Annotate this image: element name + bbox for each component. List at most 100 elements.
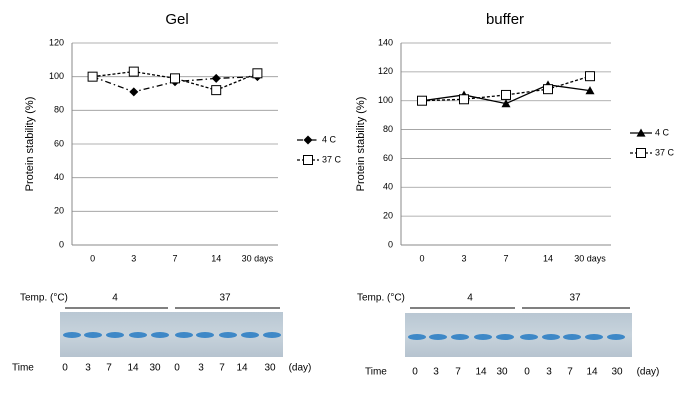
temp-group: 4 <box>112 293 118 304</box>
lane-label: 14 <box>236 363 248 374</box>
x-tick-label: 3 <box>131 253 136 263</box>
gel-band <box>84 332 102 338</box>
x-tick-label: 7 <box>503 253 508 263</box>
marker <box>252 68 263 79</box>
gel-band <box>474 334 492 340</box>
lane-label: 30 <box>149 363 161 374</box>
unit-label: (day) <box>289 363 312 374</box>
gel-band <box>196 332 214 338</box>
gel-band <box>496 334 514 340</box>
temp-label: Temp. (°C) <box>20 293 68 304</box>
gel-band <box>151 332 169 338</box>
marker <box>129 87 139 97</box>
series-line <box>421 75 591 102</box>
temp-group: 37 <box>569 293 581 304</box>
marker <box>543 84 553 95</box>
marker <box>211 85 222 96</box>
y-tick-label: 100 <box>378 95 393 105</box>
lane-label: 30 <box>611 367 623 378</box>
legend-marker <box>303 155 313 165</box>
y-tick-label: 80 <box>383 124 393 134</box>
gel-band <box>520 334 538 340</box>
lane-label: 14 <box>127 363 139 374</box>
gel-band <box>585 334 603 340</box>
gel-band <box>241 332 259 338</box>
x-tick-label: 7 <box>172 253 177 263</box>
lane-label: 7 <box>567 367 573 378</box>
y-tick-label: 140 <box>378 37 393 47</box>
x-tick-label: 30 days <box>242 253 274 263</box>
time-label: Time <box>12 363 34 374</box>
marker <box>585 71 595 82</box>
lane-label: 7 <box>106 363 112 374</box>
legend-label: 37 C <box>322 154 342 164</box>
x-tick-label: 14 <box>211 253 221 263</box>
y-axis-label: Protein stability (%) <box>355 97 367 192</box>
legend-marker <box>303 135 313 145</box>
marker <box>87 71 98 82</box>
gel-band <box>451 334 469 340</box>
gel-band <box>542 334 560 340</box>
lane-label: 3 <box>433 367 439 378</box>
temp-group: 37 <box>219 293 231 304</box>
y-tick-label: 60 <box>54 138 64 148</box>
marker <box>170 73 180 84</box>
marker <box>128 66 139 77</box>
gel-band <box>263 332 281 338</box>
chart-title: buffer <box>486 11 524 28</box>
marker <box>501 89 511 100</box>
gel-band <box>106 332 124 338</box>
y-tick-label: 40 <box>383 182 393 192</box>
lane-label: 3 <box>85 363 91 374</box>
gel-band <box>63 332 81 338</box>
marker <box>585 86 595 95</box>
x-tick-label: 0 <box>419 253 424 263</box>
gel-band <box>607 334 625 340</box>
lane-label: 3 <box>198 363 204 374</box>
y-tick-label: 100 <box>49 71 64 81</box>
lane-label: 0 <box>524 367 530 378</box>
series-line <box>92 70 258 91</box>
lane-label: 30 <box>496 367 508 378</box>
legend-label: 4 C <box>655 127 670 137</box>
gel-band <box>175 332 193 338</box>
y-tick-label: 60 <box>383 153 393 163</box>
lane-label: 14 <box>475 367 487 378</box>
lane-label: 0 <box>174 363 180 374</box>
marker <box>417 95 427 106</box>
temp-label: Temp. (°C) <box>357 293 405 304</box>
y-tick-label: 0 <box>388 239 393 249</box>
y-tick-label: 0 <box>59 239 64 249</box>
y-tick-label: 20 <box>383 211 393 221</box>
marker <box>459 94 469 105</box>
temp-group: 4 <box>467 293 473 304</box>
legend-label: 37 C <box>655 147 675 157</box>
marker <box>501 99 511 108</box>
gel-band <box>563 334 581 340</box>
y-axis-label: Protein stability (%) <box>24 97 36 192</box>
lane-label: 3 <box>546 367 552 378</box>
gel-band <box>219 332 237 338</box>
x-tick-label: 30 days <box>574 253 606 263</box>
lane-label: 0 <box>62 363 68 374</box>
gel-band <box>129 332 147 338</box>
lane-label: 7 <box>455 367 461 378</box>
lane-label: 14 <box>586 367 598 378</box>
lane-label: 0 <box>412 367 418 378</box>
x-tick-label: 0 <box>90 253 95 263</box>
x-tick-label: 3 <box>461 253 466 263</box>
x-tick-label: 14 <box>543 253 553 263</box>
chart-title: Gel <box>165 11 188 28</box>
legend-marker <box>636 148 646 158</box>
lane-label: 7 <box>219 363 225 374</box>
y-tick-label: 120 <box>49 37 64 47</box>
y-tick-label: 80 <box>54 105 64 115</box>
marker <box>211 73 221 83</box>
unit-label: (day) <box>637 367 660 378</box>
lane-label: 30 <box>264 363 276 374</box>
legend-marker <box>636 128 646 137</box>
gel-band <box>408 334 426 340</box>
y-tick-label: 120 <box>378 66 393 76</box>
y-tick-label: 20 <box>54 206 64 216</box>
